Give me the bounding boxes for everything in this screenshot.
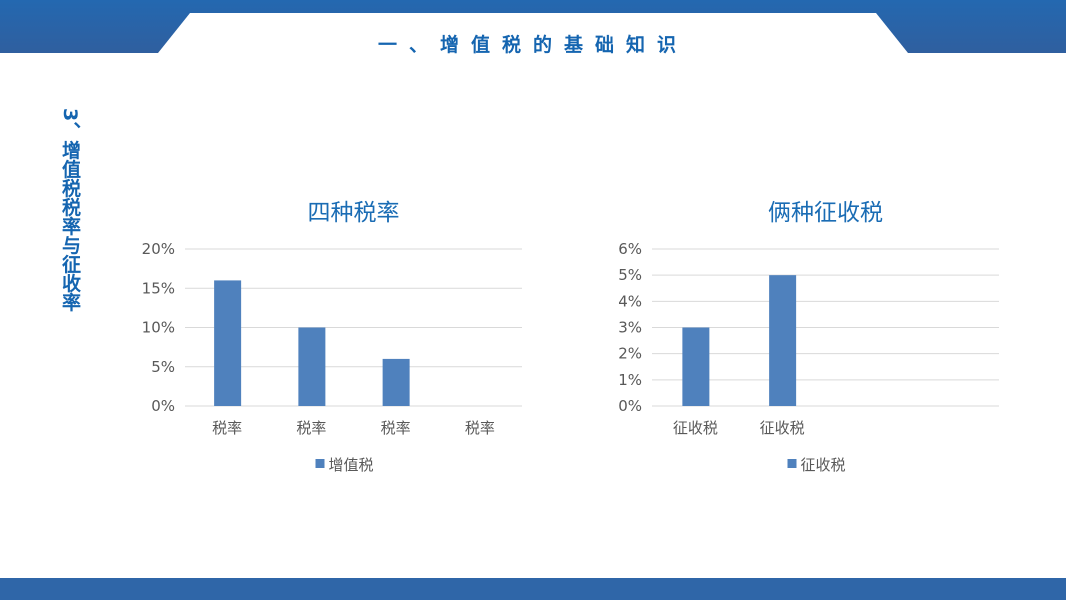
footer-bar [0, 578, 1066, 600]
x-tick-label: 税率 [465, 419, 495, 437]
legend-label: 增值税 [329, 456, 374, 474]
y-tick-label: 0% [151, 397, 175, 415]
y-tick-label: 4% [618, 292, 642, 310]
chart-title: 四种税率 [308, 200, 400, 226]
bar [769, 275, 797, 406]
header-tab [158, 13, 908, 53]
legend-swatch [787, 459, 797, 468]
chart-title: 俩种征收税 [768, 200, 883, 226]
y-tick-label: 2% [618, 345, 642, 363]
y-tick-label: 3% [618, 319, 642, 337]
y-tick-label: 10% [142, 319, 175, 337]
y-tick-label: 0% [618, 397, 642, 415]
section-title: 3、增值税税率与征收率 [59, 108, 81, 312]
y-tick-label: 20% [142, 240, 175, 258]
bar [682, 327, 710, 406]
legend-swatch [315, 459, 325, 468]
x-tick-label: 税率 [296, 419, 326, 437]
y-tick-label: 15% [142, 279, 175, 297]
bar [298, 327, 326, 406]
x-tick-label: 税率 [381, 419, 411, 437]
page-title: 一、增值税的基础知识 [377, 34, 688, 56]
y-tick-label: 6% [618, 240, 642, 258]
x-tick-label: 征收税 [760, 419, 805, 437]
y-tick-label: 5% [151, 358, 175, 376]
bar [382, 358, 410, 406]
x-tick-label: 征收税 [673, 419, 718, 437]
y-tick-label: 1% [618, 371, 642, 389]
x-tick-label: 税率 [212, 419, 242, 437]
bar [214, 280, 242, 406]
y-tick-label: 5% [618, 266, 642, 284]
legend-label: 征收税 [801, 456, 846, 474]
